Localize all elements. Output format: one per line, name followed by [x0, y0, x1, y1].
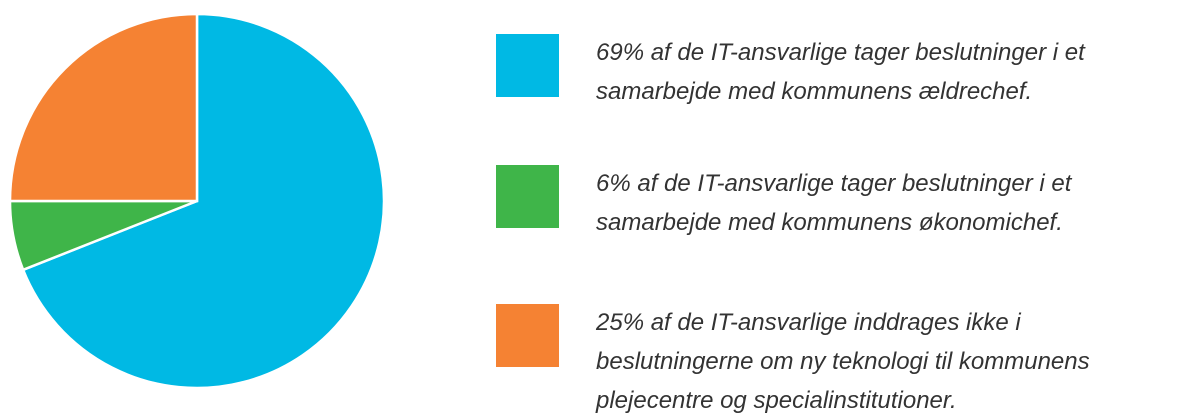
page: 69% af de IT-ansvarlige tager beslutning… [8, 12, 1090, 414]
legend-text: 69% af de IT-ansvarlige tager beslutning… [596, 39, 1085, 105]
legend-swatch [496, 165, 559, 228]
legend-swatch [496, 34, 559, 97]
legend-text: 6% af de IT-ansvarlige tager beslutninge… [596, 170, 1072, 236]
legend-swatch [496, 304, 559, 367]
legend-text: 25% af de IT-ansvarlige inddrages ikke i… [596, 309, 1090, 414]
pie-slice [21, 12, 386, 390]
chart [8, 12, 559, 390]
pie-slice [8, 12, 199, 203]
